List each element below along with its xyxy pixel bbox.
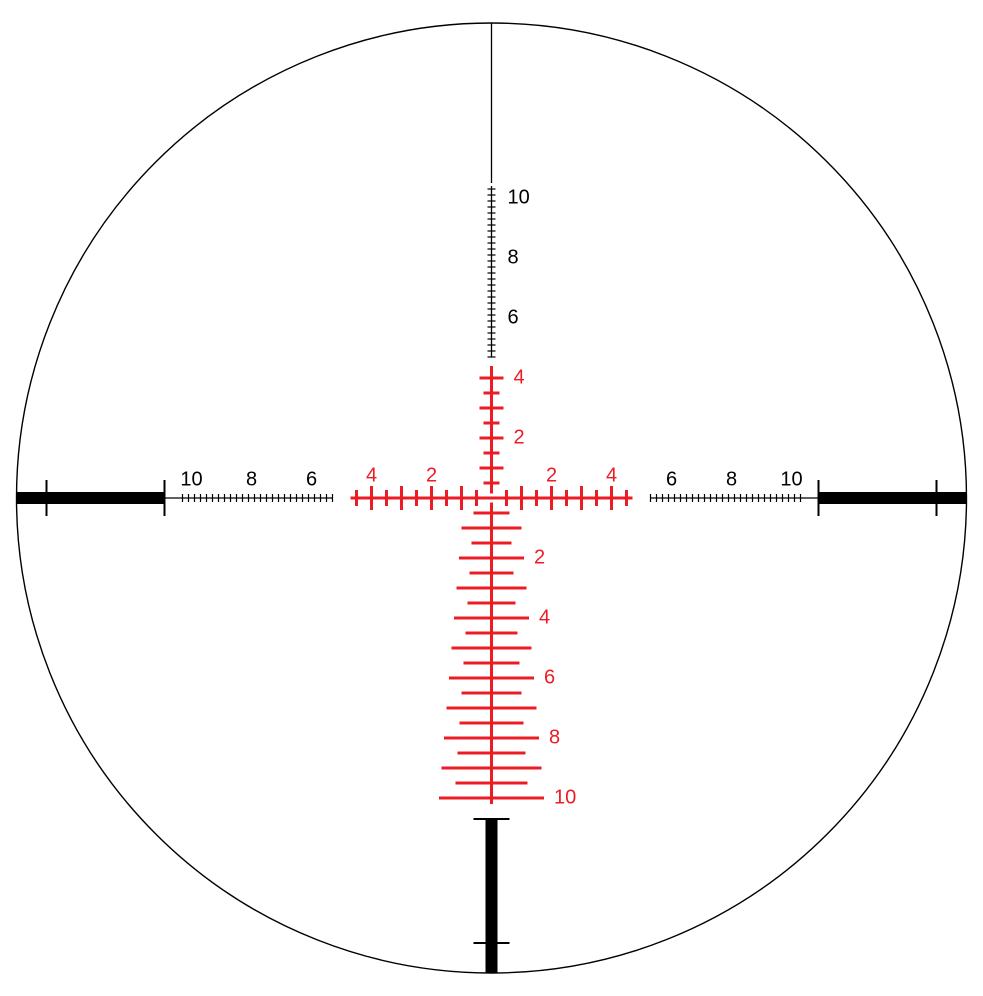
h-red-label-right-2: 2	[546, 464, 557, 486]
v-bottom-label-10: 10	[554, 786, 576, 808]
v-top-label-6: 6	[508, 306, 519, 328]
h-label-right-10: 10	[780, 468, 802, 490]
h-red-label-left-4: 4	[366, 464, 377, 486]
v-top-label-10: 10	[508, 186, 530, 208]
v-bottom-label-4: 4	[539, 606, 550, 628]
h-red-label-right-4: 4	[606, 464, 617, 486]
bottom-post	[486, 819, 498, 978]
v-top-red-label-4: 4	[514, 366, 525, 388]
v-top-label-8: 8	[508, 246, 519, 268]
h-label-right-6: 6	[666, 468, 677, 490]
h-label-left-10: 10	[180, 468, 202, 490]
left-post	[12, 492, 165, 504]
v-bottom-label-2: 2	[534, 546, 545, 568]
v-top-red-label-2: 2	[514, 426, 525, 448]
v-bottom-label-8: 8	[549, 726, 560, 748]
h-label-right-8: 8	[726, 468, 737, 490]
right-post	[819, 492, 972, 504]
h-label-left-8: 8	[246, 468, 257, 490]
reticle-diagram: 6 8 10 6 8 10 2 4 2 4 2 4 6 8 10 2 4 6 8 10	[0, 0, 983, 996]
h-red-label-left-2: 2	[426, 464, 437, 486]
h-label-left-6: 6	[306, 468, 317, 490]
v-bottom-label-6: 6	[544, 666, 555, 688]
